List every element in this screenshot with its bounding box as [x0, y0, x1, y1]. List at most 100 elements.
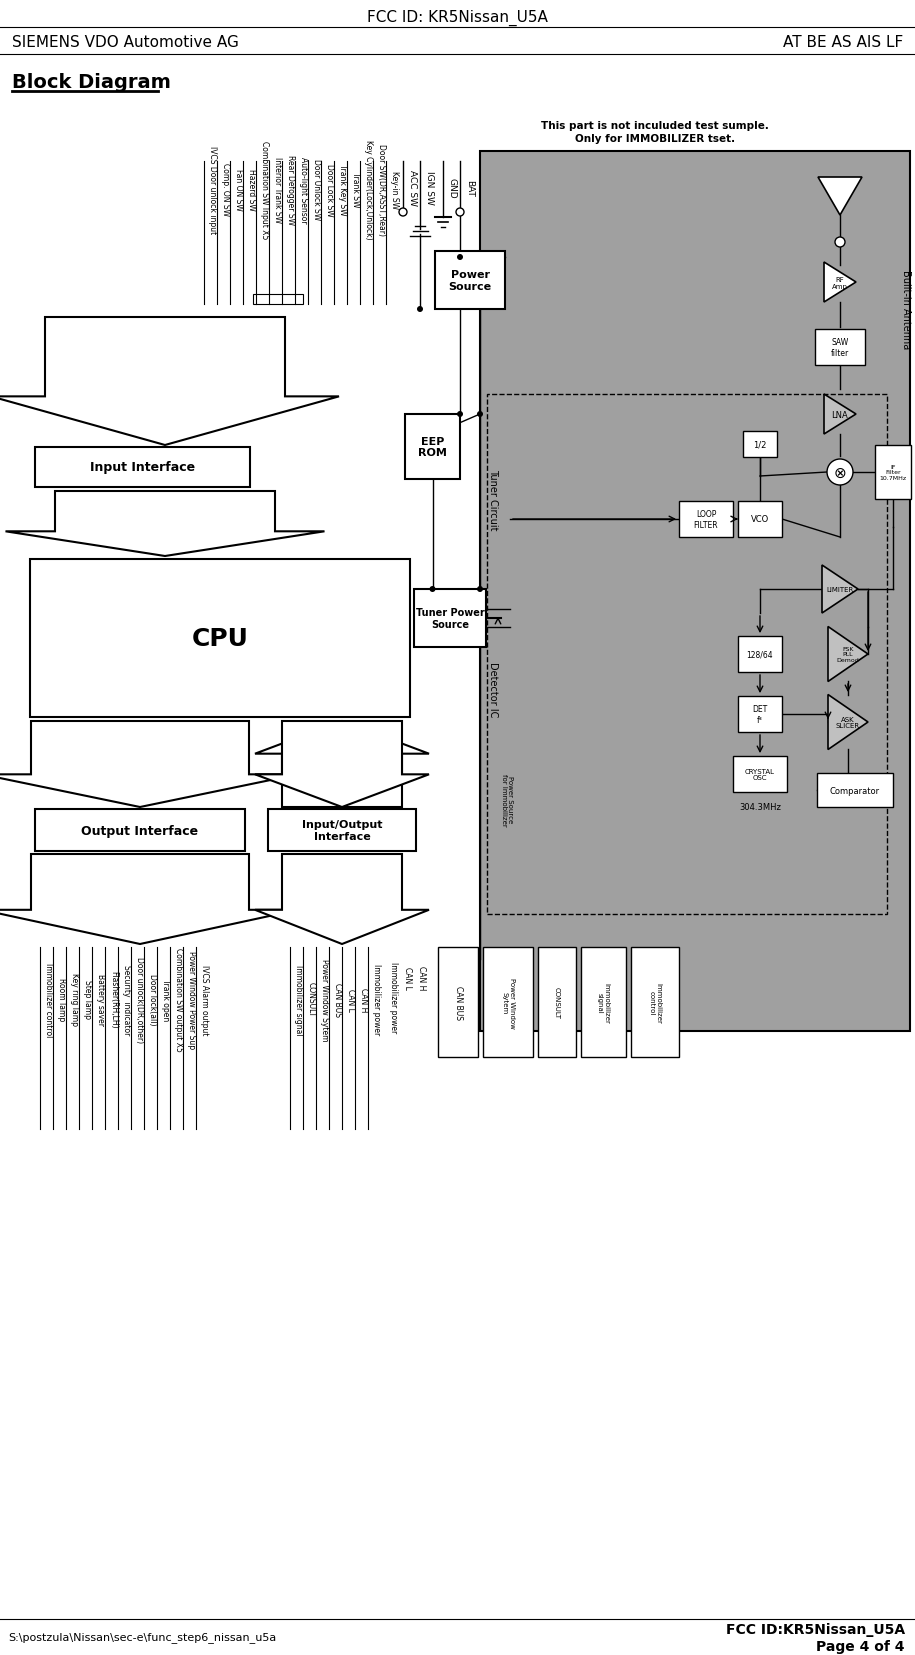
Circle shape [429, 586, 436, 592]
Text: Hazerd SW: Hazerd SW [247, 169, 256, 210]
Text: VCO: VCO [751, 515, 770, 525]
Polygon shape [828, 695, 868, 750]
Text: 128/64: 128/64 [747, 650, 773, 659]
Bar [815, 329, 865, 366]
Circle shape [835, 238, 845, 248]
Bar [679, 501, 733, 538]
Text: DET
f³: DET f³ [752, 705, 768, 725]
Bar [438, 947, 478, 1058]
Bar [738, 637, 782, 672]
Polygon shape [255, 854, 429, 945]
Text: AT BE AS AIS LF: AT BE AS AIS LF [782, 35, 903, 50]
Text: Door lock(all): Door lock(all) [148, 973, 157, 1024]
Circle shape [457, 255, 463, 261]
Polygon shape [255, 722, 429, 808]
Text: Comp. ON SW: Comp. ON SW [221, 164, 230, 217]
Bar [30, 559, 410, 718]
Text: Door unlock(DR,other): Door unlock(DR,other) [135, 957, 144, 1043]
Text: Door Unlock SW: Door Unlock SW [312, 159, 321, 220]
Polygon shape [828, 627, 868, 682]
Text: CPU: CPU [191, 627, 249, 650]
Bar [631, 947, 679, 1058]
Text: Key-in SW: Key-in SW [390, 170, 399, 209]
Text: Door Lock SW: Door Lock SW [325, 164, 334, 217]
Text: Key Cylinder(Lock,Unlock): Key Cylinder(Lock,Unlock) [364, 141, 373, 240]
Text: CONSULT: CONSULT [307, 981, 316, 1016]
Bar [817, 773, 893, 808]
Text: LIMITER: LIMITER [826, 586, 854, 592]
Polygon shape [0, 722, 298, 808]
Text: Output Interface: Output Interface [81, 824, 199, 837]
Polygon shape [824, 396, 856, 435]
Text: 1/2: 1/2 [753, 440, 767, 449]
Bar [743, 432, 777, 458]
Text: ACC SW: ACC SW [408, 170, 417, 205]
Text: Combination SW output X5: Combination SW output X5 [174, 948, 183, 1051]
Bar [581, 947, 626, 1058]
Text: Step lamp: Step lamp [83, 980, 92, 1019]
Polygon shape [0, 854, 298, 945]
Polygon shape [822, 566, 858, 614]
Text: Immobilizer control: Immobilizer control [44, 962, 53, 1036]
Text: Fan ON SW: Fan ON SW [234, 169, 243, 210]
Text: This part is not inculuded test sumple.: This part is not inculuded test sumple. [541, 121, 769, 131]
Text: CAN H: CAN H [417, 965, 426, 990]
Bar [738, 501, 782, 538]
Bar [483, 947, 533, 1058]
Text: IGN SW: IGN SW [425, 170, 434, 205]
Circle shape [477, 586, 483, 592]
Bar [35, 809, 245, 851]
Bar [253, 295, 303, 305]
Circle shape [477, 412, 483, 417]
Bar [414, 589, 486, 647]
Text: Comparator: Comparator [830, 786, 880, 794]
Text: Immobilizer power: Immobilizer power [372, 963, 381, 1034]
Text: 304.3MHz: 304.3MHz [739, 803, 780, 811]
Text: Room lamp: Room lamp [57, 978, 66, 1021]
Text: Only for IMMOBILIZER tset.: Only for IMMOBILIZER tset. [575, 134, 735, 144]
Text: ⊗: ⊗ [834, 465, 846, 480]
Circle shape [827, 460, 853, 485]
Circle shape [456, 209, 464, 217]
Bar [35, 449, 250, 488]
Text: Rear Defogger SW: Rear Defogger SW [286, 156, 295, 225]
Text: Tuner Circuit: Tuner Circuit [488, 468, 498, 531]
Text: Built-in Antenna: Built-in Antenna [901, 270, 911, 349]
Text: ASK
SLICER: ASK SLICER [836, 717, 860, 730]
Text: Battery saver: Battery saver [96, 973, 105, 1026]
Polygon shape [818, 177, 862, 215]
Text: Interior Trank SW: Interior Trank SW [273, 157, 282, 223]
Text: Block Diagram: Block Diagram [12, 73, 171, 91]
Text: Input Interface: Input Interface [90, 462, 195, 475]
Text: Power Window Sytem: Power Window Sytem [320, 958, 329, 1041]
Text: Immobilizer
control: Immobilizer control [649, 981, 662, 1023]
Text: EEP
ROM: EEP ROM [418, 437, 447, 458]
Text: BAT: BAT [465, 179, 474, 197]
Text: SIEMENS VDO Automotive AG: SIEMENS VDO Automotive AG [12, 35, 239, 50]
Text: RF
Amp: RF Amp [832, 276, 848, 290]
Text: Auto-light Sensor: Auto-light Sensor [299, 157, 308, 223]
Text: Power Window
Sytem: Power Window Sytem [501, 976, 514, 1028]
Text: IVCS Alarm output: IVCS Alarm output [200, 965, 209, 1034]
Text: FCC ID:KR5Nissan_U5A: FCC ID:KR5Nissan_U5A [726, 1622, 905, 1637]
Text: Power
Source: Power Source [448, 270, 491, 291]
Bar [405, 415, 460, 480]
Text: Flasher(RH,LH): Flasher(RH,LH) [109, 970, 118, 1028]
Text: CAN L: CAN L [346, 988, 355, 1011]
Text: FSK
PLL
Demod: FSK PLL Demod [836, 647, 859, 664]
Text: CRYSTAL
OSC: CRYSTAL OSC [745, 768, 775, 781]
Text: CAN H: CAN H [359, 988, 368, 1011]
Text: CAN BUS: CAN BUS [333, 983, 342, 1016]
Bar [268, 809, 416, 851]
Text: GND: GND [448, 177, 457, 199]
Text: Trank open: Trank open [161, 978, 170, 1021]
Text: Security  indicator: Security indicator [122, 965, 131, 1034]
Text: Trank SW: Trank SW [351, 172, 360, 207]
Text: Combination SW Input X5: Combination SW Input X5 [260, 141, 269, 238]
Text: CAN BUS: CAN BUS [454, 985, 462, 1019]
Bar [733, 756, 787, 793]
Polygon shape [0, 318, 339, 445]
Polygon shape [5, 492, 325, 556]
Bar [487, 396, 887, 915]
Polygon shape [255, 722, 429, 808]
